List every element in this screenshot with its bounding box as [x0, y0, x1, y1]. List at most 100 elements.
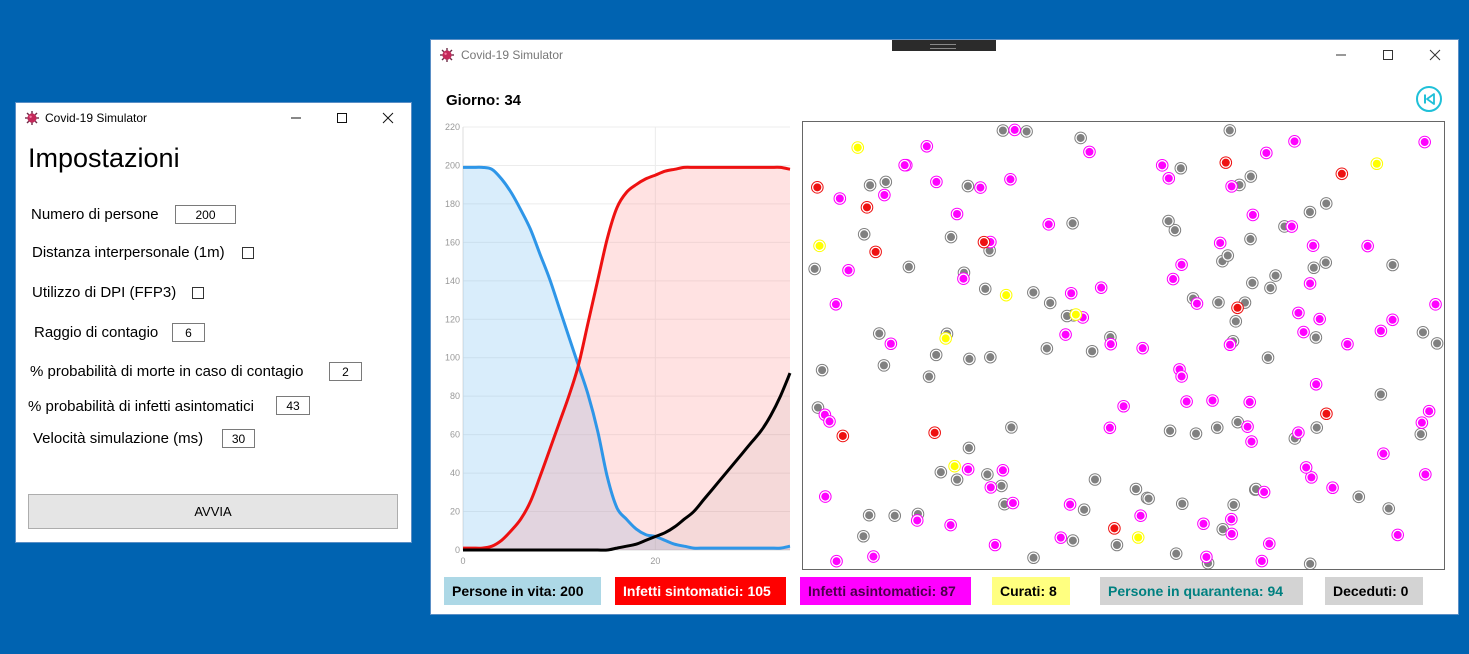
radius-input[interactable]: 6 — [172, 323, 205, 342]
y-tick-label: 60 — [450, 430, 460, 440]
person-dot-asymptomatic — [1223, 338, 1237, 352]
ppe-label: Utilizzo di DPI (FFP3) — [32, 284, 177, 301]
person-dot-asymptomatic — [1374, 324, 1388, 338]
person-dot-asymptomatic — [1306, 239, 1320, 253]
y-tick-label: 140 — [445, 276, 460, 286]
person-dot-asymptomatic — [1225, 527, 1239, 541]
person-dot-quarantine — [857, 227, 871, 241]
person-dot-quarantine — [1129, 482, 1143, 496]
person-dot-quarantine — [1244, 170, 1258, 183]
person-dot-quarantine — [1020, 125, 1033, 138]
window-drag-handle[interactable] — [892, 40, 996, 51]
day-counter: Giorno: 34 — [446, 92, 522, 109]
person-dot-quarantine — [1110, 538, 1124, 552]
person-dot-quarantine — [1210, 421, 1224, 434]
y-tick-label: 200 — [445, 160, 460, 170]
person-dot-quarantine — [1229, 315, 1243, 328]
person-dot-asymptomatic — [1422, 404, 1436, 418]
person-dot-cured — [1370, 157, 1384, 171]
person-dot-asymptomatic — [1285, 220, 1299, 233]
person-dot-quarantine — [1307, 261, 1321, 275]
distance-checkbox[interactable] — [242, 247, 254, 259]
maximize-button[interactable] — [1365, 40, 1411, 70]
minimize-button[interactable] — [1318, 40, 1364, 70]
person-dot-asymptomatic — [930, 175, 943, 189]
person-dot-asymptomatic — [984, 481, 998, 494]
person-dot-asymptomatic — [1288, 135, 1301, 148]
person-dot-asymptomatic — [1429, 298, 1442, 311]
person-dot-symptomatic — [860, 201, 874, 214]
person-dot-asymptomatic — [1213, 236, 1227, 250]
person-dot-quarantine — [1319, 197, 1333, 210]
person-dot-quarantine — [1244, 232, 1257, 246]
person-dot-quarantine — [961, 179, 975, 193]
person-dot-asymptomatic — [944, 518, 957, 532]
legend-alive: Persone in vita: 200 — [444, 577, 601, 605]
person-dot-quarantine — [1227, 498, 1240, 512]
person-dot-quarantine — [1386, 258, 1399, 272]
person-dot-quarantine — [1382, 502, 1396, 515]
person-dot-quarantine — [872, 327, 886, 340]
person-dot-asymptomatic — [1094, 281, 1108, 294]
person-dot-symptomatic — [869, 245, 882, 259]
person-dot-asymptomatic — [1175, 370, 1188, 383]
minimize-button[interactable] — [273, 103, 319, 133]
y-tick-label: 220 — [445, 122, 460, 132]
person-dot-asymptomatic — [1103, 421, 1117, 435]
person-dot-quarantine — [1169, 547, 1183, 560]
person-dot-asymptomatic — [1255, 554, 1269, 568]
maximize-icon — [337, 113, 347, 123]
person-dot-quarantine — [929, 348, 943, 362]
close-button[interactable] — [1412, 40, 1458, 70]
people-input[interactable]: 200 — [175, 205, 236, 224]
back-button[interactable] — [1416, 86, 1442, 112]
person-dot-quarantine — [877, 359, 891, 372]
person-dot-quarantine — [1352, 490, 1366, 504]
person-dot-quarantine — [1223, 124, 1237, 137]
virus-icon — [24, 110, 40, 126]
close-button[interactable] — [365, 103, 411, 133]
person-dot-quarantine — [815, 363, 829, 377]
person-dot-asymptomatic — [833, 192, 847, 205]
person-dot-asymptomatic — [1064, 286, 1078, 300]
person-dot-symptomatic — [1219, 156, 1233, 169]
person-dot-asymptomatic — [950, 207, 964, 221]
ppe-checkbox[interactable] — [192, 287, 204, 299]
alive-series-line — [462, 165, 791, 550]
simulation-area — [802, 121, 1445, 570]
person-dot-asymptomatic — [1245, 435, 1258, 448]
person-dot-quarantine — [863, 178, 877, 192]
simulator-titlebar[interactable]: Covid-19 Simulator — [431, 40, 1458, 70]
person-dot-asymptomatic — [1225, 512, 1238, 526]
person-dot-quarantine — [962, 441, 976, 455]
person-dot-cured — [851, 141, 865, 154]
person-dot-asymptomatic — [1134, 509, 1147, 523]
deaths-series-area — [463, 373, 790, 551]
asymptomatic-probability-input[interactable]: 43 — [276, 396, 310, 415]
person-dot-asymptomatic — [1415, 416, 1429, 429]
person-dot-asymptomatic — [961, 463, 975, 476]
person-dot-asymptomatic — [1303, 277, 1317, 290]
person-dot-quarantine — [879, 175, 893, 189]
speed-input[interactable]: 30 — [222, 429, 255, 448]
person-dot-asymptomatic — [996, 463, 1010, 477]
person-dot-quarantine — [857, 529, 870, 543]
person-dot-asymptomatic — [829, 297, 843, 311]
person-dot-asymptomatic — [1136, 341, 1149, 355]
person-dot-symptomatic — [1335, 167, 1349, 181]
person-dot-asymptomatic — [1326, 481, 1339, 495]
person-dot-asymptomatic — [884, 337, 898, 351]
minimize-icon — [1336, 54, 1346, 56]
person-dot-asymptomatic — [898, 158, 911, 172]
people-label: Numero di persone — [31, 206, 159, 223]
person-dot-quarantine — [1303, 205, 1317, 219]
skip-back-icon — [1424, 93, 1435, 105]
person-dot-asymptomatic — [1042, 218, 1056, 231]
maximize-button[interactable] — [319, 103, 365, 133]
start-button[interactable]: AVVIA — [28, 494, 398, 529]
death-probability-input[interactable]: 2 — [329, 362, 362, 381]
person-dot-quarantine — [981, 468, 994, 481]
person-dot-quarantine — [1189, 427, 1203, 440]
settings-titlebar[interactable]: Covid-19 Simulator — [16, 103, 411, 133]
legend-symptomatic: Infetti sintomatici: 105 — [615, 577, 786, 605]
